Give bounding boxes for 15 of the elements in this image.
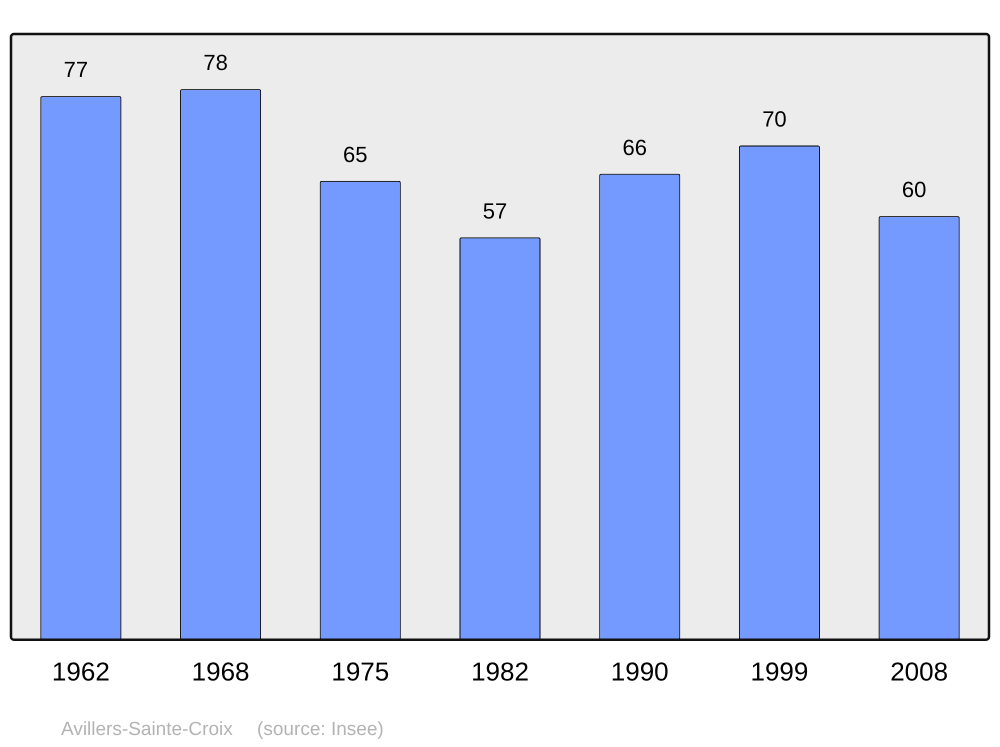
x-tick-label: 1962 bbox=[52, 656, 110, 687]
text: Avillers-Sainte-Croix (source: Insee) bbox=[61, 719, 384, 740]
data-label: 57 bbox=[482, 198, 508, 224]
data-label: 60 bbox=[902, 177, 926, 202]
data-label: 77 bbox=[64, 57, 88, 82]
x-tick-label: 1999 bbox=[750, 656, 808, 687]
x-tick-label: 1975 bbox=[331, 656, 390, 687]
x-tick-label: 1982 bbox=[471, 656, 529, 687]
x-tick-label: 1968 bbox=[192, 656, 250, 687]
data-label: 65 bbox=[343, 142, 368, 167]
x-tick-label: 1990 bbox=[610, 656, 669, 687]
data-label: 66 bbox=[622, 134, 647, 160]
x-tick-label: 2008 bbox=[890, 656, 948, 687]
data-label: 70 bbox=[762, 106, 787, 132]
data-label: 78 bbox=[203, 50, 228, 76]
